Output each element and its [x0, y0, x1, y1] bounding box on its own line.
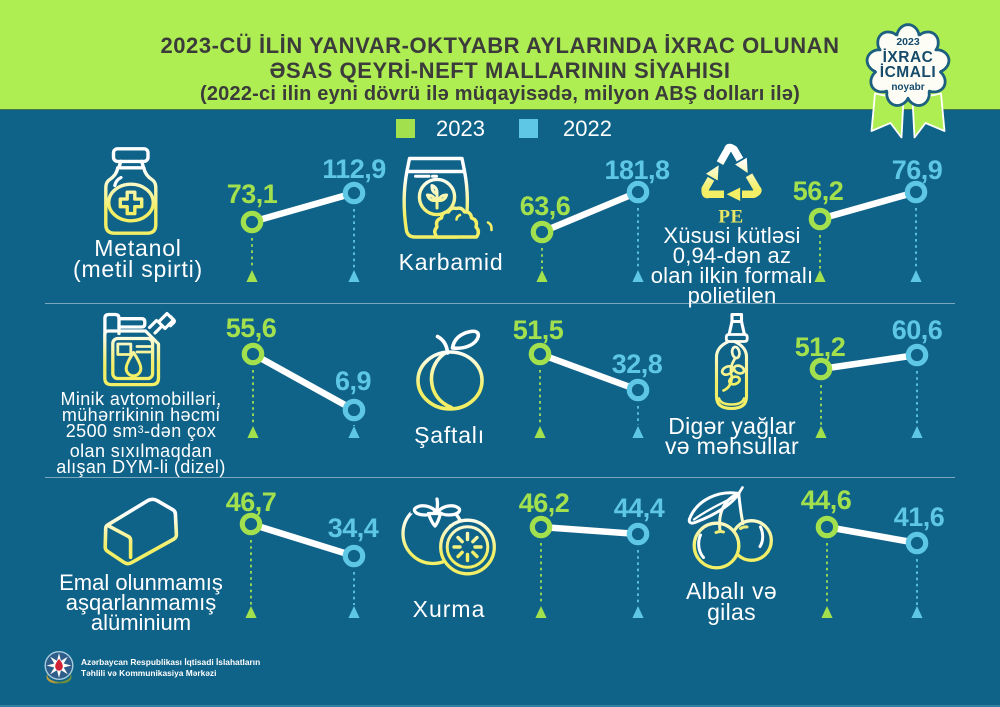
svg-text:PE: PE	[718, 207, 743, 228]
svg-text:noyabr: noyabr	[891, 82, 924, 93]
svg-text:İXRAC: İXRAC	[883, 49, 934, 66]
svg-text:2023: 2023	[896, 36, 920, 48]
svg-text:İCMALI: İCMALI	[880, 64, 936, 81]
